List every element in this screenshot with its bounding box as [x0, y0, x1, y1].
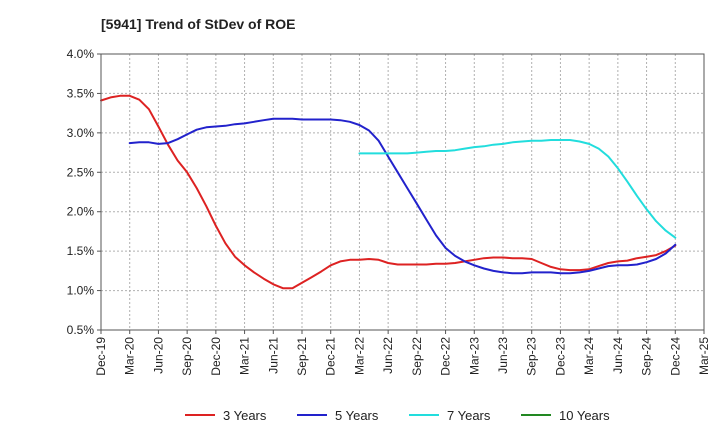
x-axis-ticks: Dec-19 Mar-20 Jun-20 Sep-20 Dec-20 Mar-21 Jun-…	[94, 330, 711, 376]
y-axis-ticks: 0.5% 1.0% 1.5% 2.0% 2.5% 3.0% 3.5% 4.0%	[67, 47, 101, 337]
legend-label-7-years: 7 Years	[447, 408, 491, 423]
y-tick-label: 2.0%	[67, 205, 95, 219]
legend-label-5-years: 5 Years	[335, 408, 379, 423]
x-tick-label: Mar-20	[123, 337, 137, 375]
y-tick-label: 1.5%	[67, 244, 95, 258]
y-tick-label: 3.0%	[67, 126, 95, 140]
y-tick-label: 4.0%	[67, 47, 95, 61]
x-tick-label: Sep-23	[525, 337, 539, 376]
y-tick-label: 2.5%	[67, 165, 95, 179]
x-tick-label: Dec-24	[668, 337, 682, 376]
series-line-5-years	[128, 117, 677, 275]
series-line-7-years	[358, 139, 677, 239]
x-tick-label: Jun-21	[266, 337, 280, 374]
x-tick-label: Mar-21	[238, 337, 252, 375]
x-tick-label: Mar-25	[697, 337, 711, 375]
x-tick-label: Dec-21	[324, 337, 338, 376]
series-line-3-years	[100, 94, 677, 290]
x-tick-label: Dec-19	[94, 337, 108, 376]
x-tick-label: Mar-23	[467, 337, 481, 375]
x-tick-label: Jun-24	[611, 337, 625, 374]
x-tick-label: Sep-21	[295, 337, 309, 376]
x-tick-label: Mar-24	[582, 337, 596, 375]
x-tick-label: Sep-22	[410, 337, 424, 376]
x-tick-label: Jun-22	[381, 337, 395, 374]
series-lines	[100, 94, 677, 290]
legend-label-10-years: 10 Years	[559, 408, 610, 423]
x-tick-label: Dec-23	[553, 337, 567, 376]
y-tick-label: 0.5%	[67, 323, 95, 337]
legend: 3 Years 5 Years 7 Years 10 Years	[185, 408, 610, 423]
legend-label-3-years: 3 Years	[223, 408, 267, 423]
x-tick-label: Sep-24	[640, 337, 654, 376]
y-tick-label: 1.0%	[67, 284, 95, 298]
x-tick-label: Dec-22	[439, 337, 453, 376]
x-tick-label: Jun-23	[496, 337, 510, 374]
y-tick-label: 3.5%	[67, 86, 95, 100]
plot-area-frame	[100, 53, 705, 331]
x-tick-label: Sep-20	[180, 337, 194, 376]
x-tick-label: Dec-20	[209, 337, 223, 376]
gridlines	[100, 53, 705, 331]
x-tick-label: Jun-20	[151, 337, 165, 374]
x-tick-label: Mar-22	[352, 337, 366, 375]
chart-title: [5941] Trend of StDev of ROE	[101, 16, 295, 32]
